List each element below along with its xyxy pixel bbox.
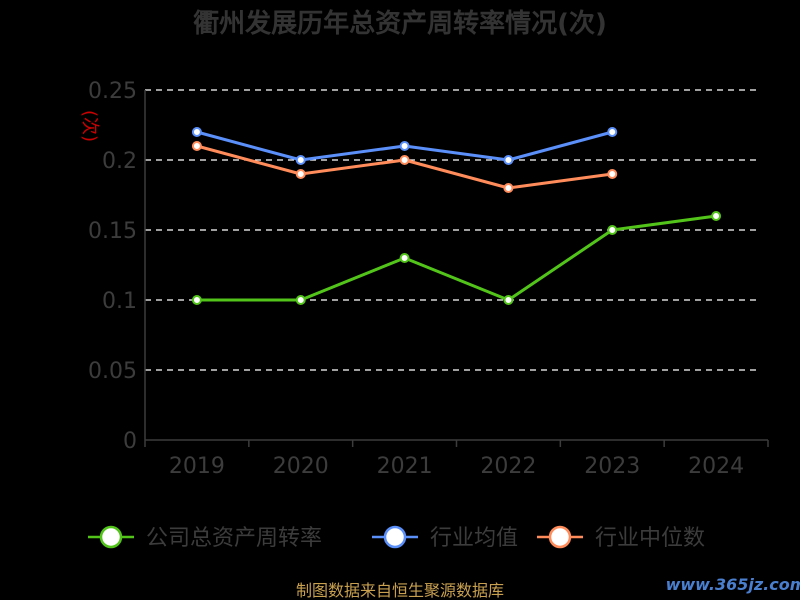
data-point [295,155,306,165]
x-tick-label: 2019 [169,454,225,479]
y-tick-label: 0 [123,429,137,454]
data-point [503,295,514,305]
series-line-0 [196,214,717,302]
data-point [607,225,618,235]
data-point [607,127,618,137]
legend-label: 行业均值 [430,526,518,551]
legend-marker [99,525,123,549]
x-tick-label: 2022 [480,454,536,479]
data-point [191,295,202,305]
legend-item-1[interactable]: 行业均值 [372,525,518,551]
legend-marker [383,525,407,549]
data-point [191,141,202,151]
x-tick-label: 2024 [688,454,744,479]
data-point [191,127,202,137]
data-point [399,155,410,165]
data-point [607,169,618,179]
x-tick-label: 2021 [377,454,433,479]
legend-item-0[interactable]: 公司总资产周转率 [88,525,322,551]
watermark: www.365jz.com [666,575,800,594]
y-tick-label: 0.2 [102,149,137,174]
legend-label: 公司总资产周转率 [146,526,322,551]
series-line-2 [196,144,613,190]
data-point [399,141,410,151]
chart-title: 衢州发展历年总资产周转率情况(次) [193,8,607,39]
y-tick-label: 0.05 [88,359,137,384]
series-lines [191,127,722,305]
x-tick-label: 2020 [273,454,329,479]
legend-marker [548,525,572,549]
grid-lines [145,89,760,371]
data-point [503,183,514,193]
data-point [711,211,722,221]
data-point [399,253,410,263]
axes: 0 0.05 0.1 0.15 0.2 0.25 2019 2020 2021 2022 2023 2… [88,79,769,479]
y-axis-unit: (次) [79,110,100,142]
data-point [295,295,306,305]
x-tick-label: 2023 [584,454,640,479]
data-source-note: 制图数据来自恒生聚源数据库 [296,581,504,600]
legend-label: 行业中位数 [595,526,705,551]
legend[interactable]: 公司总资产周转率 行业均值 行业中位数 [88,525,705,551]
y-tick-label: 0.15 [88,219,137,244]
data-point [295,169,306,179]
data-point [503,155,514,165]
y-tick-label: 0.1 [102,289,137,314]
y-tick-label: 0.25 [88,79,137,104]
legend-item-2[interactable]: 行业中位数 [537,525,705,551]
